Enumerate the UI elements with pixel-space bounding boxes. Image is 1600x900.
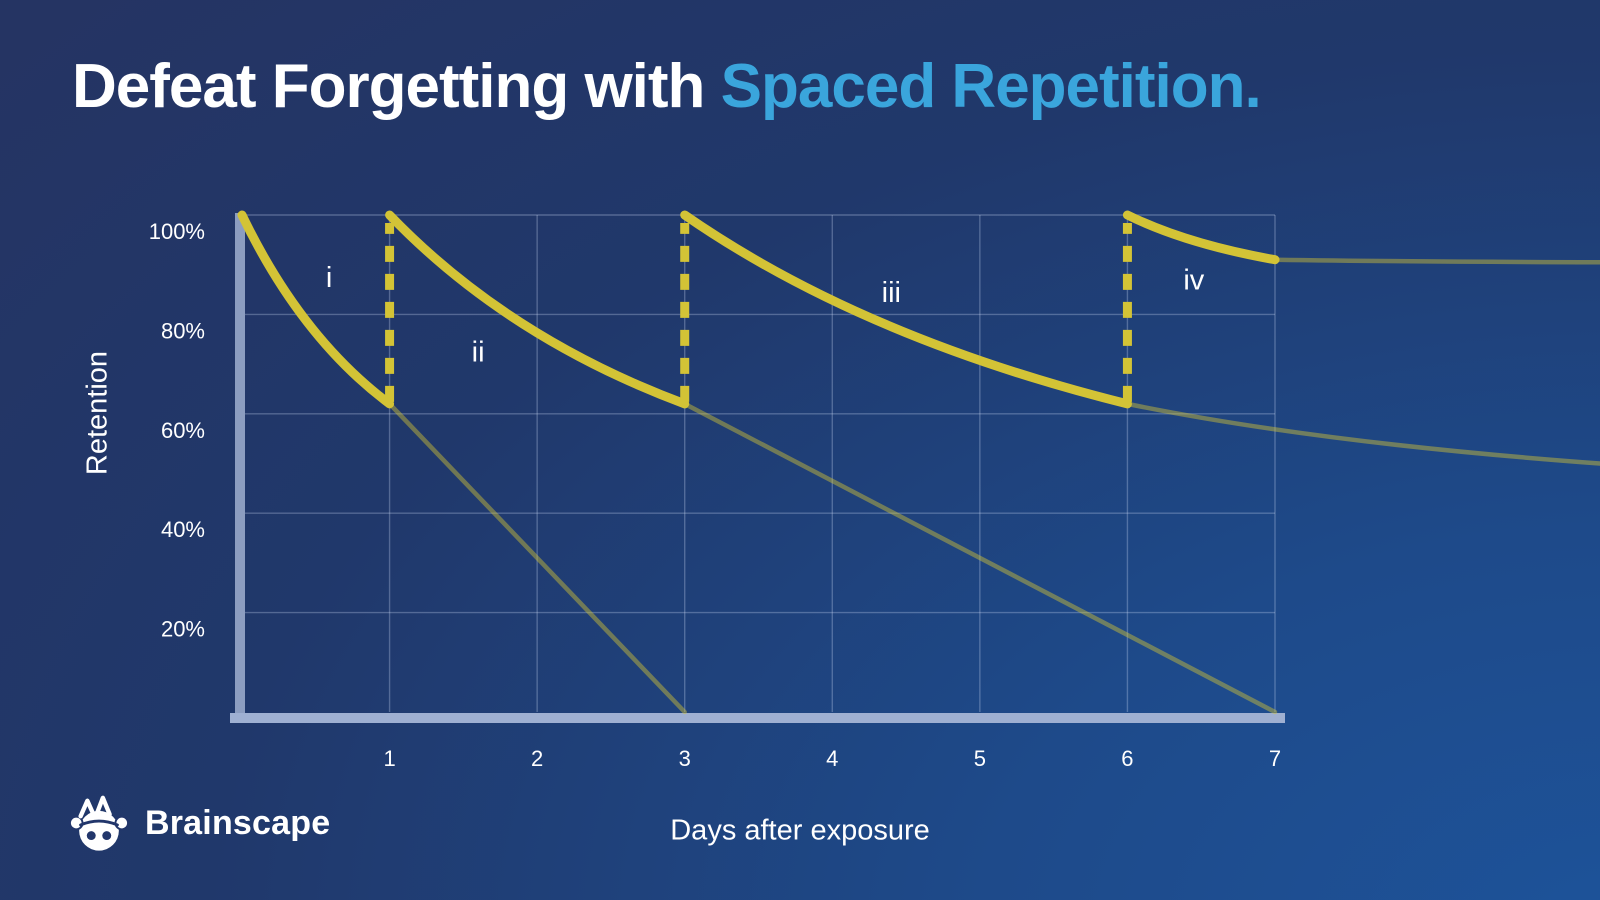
retention-curve-ii [385,210,690,409]
x-axis-title: Days after exposure [670,814,930,847]
forgetting-decay-line-3 [1125,401,1600,466]
x-axis-bar [230,713,1285,723]
y-tick-label: 100% [149,219,205,244]
x-tick-label: 7 [1269,746,1281,771]
brand-name: Brainscape [145,803,331,842]
retention-curve-i [237,210,395,409]
curve-label-ii: ii [472,337,485,369]
heartbeat-icon [78,795,112,821]
title-accent: Spaced Repetition. [720,52,1262,121]
retention-curve-iv [1122,210,1280,265]
forgetting-decay-line-4 [1272,257,1600,265]
page-title: Defeat Forgetting with Spaced Repetition… [72,52,1262,121]
y-tick-label: 80% [161,318,205,343]
x-tick-label: 1 [383,746,395,771]
y-tick-label: 60% [161,418,205,443]
y-axis-title: Retention [81,350,114,476]
y-axis-bar [235,213,245,722]
x-tick-label: 6 [1121,746,1133,771]
y-tick-label: 20% [161,617,205,642]
forgetting-decay-line-2 [682,401,1278,715]
y-tick-label: 40% [161,517,205,542]
forgetting-decay-line-1 [387,401,687,715]
curve-label-i: i [326,262,332,294]
brand-logo: Brainscape [68,792,330,854]
retention-curve-iii [680,210,1132,409]
brainscape-logo-icon [68,795,130,851]
title-text: Defeat Forgetting with [72,52,721,121]
x-tick-label: 2 [531,746,543,771]
x-tick-label: 3 [679,746,691,771]
x-tick-label: 4 [826,746,838,771]
x-tick-label: 5 [974,746,986,771]
curve-label-iv: iv [1183,265,1204,297]
curve-label-iii: iii [882,277,901,309]
